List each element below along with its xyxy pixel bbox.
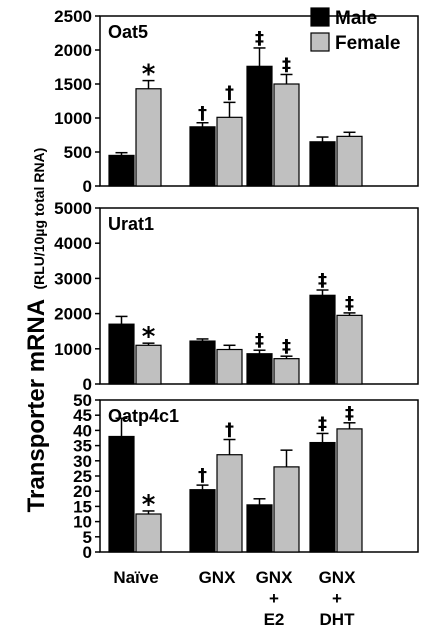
bar-female [336,314,363,385]
bar-male [246,65,273,187]
bar-female [216,454,243,553]
significance-mark: ‡ [282,54,291,75]
y-tick-label: 0 [83,543,92,562]
bar-male [309,294,336,385]
y-tick-label: 45 [73,406,92,425]
category-label: GNX [319,568,357,587]
y-tick-label: 500 [64,143,92,162]
significance-mark: † [225,82,234,103]
y-tick-label: 1000 [54,340,92,359]
significance-mark: ‡ [318,413,327,434]
y-tick-label: 1000 [54,109,92,128]
x-category-labels: Naïve GNX GNX + E2 GNX + DHT [113,568,356,629]
y-tick-label: 2000 [54,41,92,60]
category-label: Naïve [113,568,158,587]
panel-oat5: 0 500 1000 1500 2000 2500 Oat5 † ‡ * † ‡ [54,7,419,196]
bar-female [273,83,300,187]
legend-label-female: Female [335,33,400,54]
legend-label-male: Male [335,8,377,29]
bar-female [216,116,243,187]
panel-title: Oatp4c1 [108,406,179,426]
significance-mark: ‡ [255,330,264,351]
significance-mark: * [142,490,156,520]
y-tick-label: 50 [73,391,92,410]
y-tick-label: 3000 [54,269,92,288]
y-tick-label: 5000 [54,199,92,218]
bar-male [108,154,135,187]
y-tick-label: 30 [73,452,92,471]
bar-male [189,340,216,385]
y-tick-label: 4000 [54,234,92,253]
y-axis-label-main: Transporter mRNA [23,299,50,512]
bar-male [246,504,273,553]
chart-panels: 05001000150020002500Oat5†‡*†‡01000200030… [54,7,419,562]
significance-mark: † [198,103,207,124]
y-tick-label: 0 [83,375,92,394]
bar-male [246,353,273,385]
y-tick-label: 35 [73,437,92,456]
significance-mark: ‡ [282,336,291,357]
y-tick-label: 5 [83,528,92,547]
bar-female [273,466,300,553]
category-label: + [269,589,279,608]
panel-urat1: 0 1000 2000 3000 4000 5000 Urat1 ‡ ‡ * ‡ ‡ [54,199,419,394]
bar-male [189,126,216,187]
y-axis-label: Transporter mRNA (RLU/10µg total RNA) [23,148,50,513]
significance-mark: † [225,420,234,441]
panel-title: Oat5 [108,22,148,42]
bar-female [336,135,363,187]
y-tick-label: 20 [73,482,92,501]
category-label: DHT [320,610,356,629]
panel-title: Urat1 [108,214,154,234]
y-tick-label: 40 [73,421,92,440]
y-tick-label: 2000 [54,305,92,324]
legend-swatch-male [310,7,330,27]
bar-male [108,323,135,385]
y-axis-label-unit: (RLU/10µg total RNA) [31,148,47,290]
significance-mark: * [142,60,156,90]
y-tick-label: 10 [73,513,92,532]
category-label: GNX [256,568,294,587]
bar-male [309,141,336,187]
bar-female [273,358,300,385]
bar-female [216,348,243,385]
bar-female [135,88,162,187]
category-label: GNX [199,568,237,587]
bar-female [336,428,363,553]
chart-legend: Male Female [310,7,400,54]
category-label: + [332,589,342,608]
significance-mark: ‡ [318,270,327,291]
y-tick-label: 1500 [54,75,92,94]
category-label: E2 [264,610,285,629]
significance-mark: ‡ [255,28,264,49]
significance-mark: ‡ [345,293,354,314]
y-tick-label: 25 [73,467,92,486]
bar-male [108,435,135,553]
bar-male [309,441,336,553]
legend-swatch-female [310,32,330,52]
significance-mark: † [198,465,207,486]
y-tick-label: 0 [83,177,92,196]
y-tick-label: 2500 [54,7,92,26]
bar-male [189,489,216,553]
y-tick-label: 15 [73,497,92,516]
significance-mark: * [142,322,156,352]
significance-mark: ‡ [345,403,354,424]
